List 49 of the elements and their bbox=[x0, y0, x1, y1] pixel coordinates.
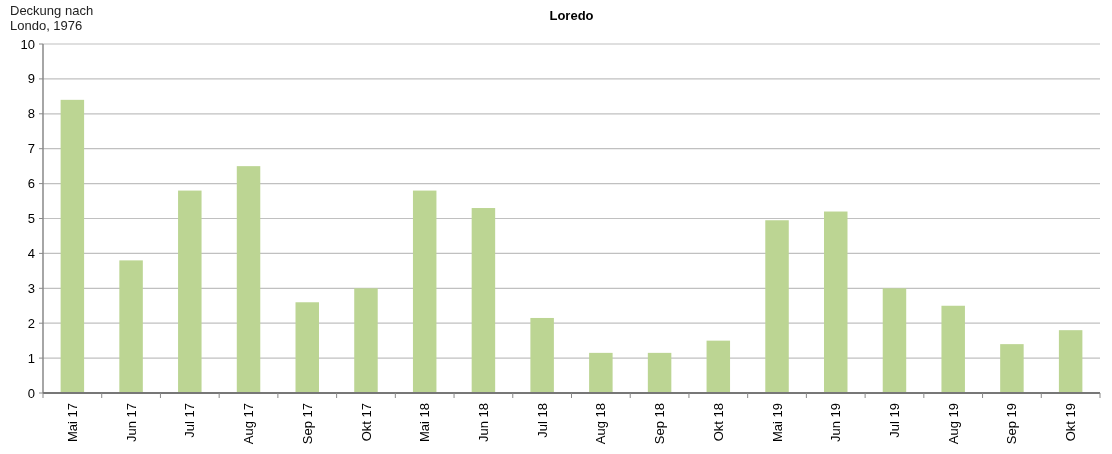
bar bbox=[471, 208, 496, 393]
x-tick-label: Jul 18 bbox=[534, 403, 550, 438]
x-tick-label: Aug 19 bbox=[945, 403, 961, 445]
x-tick-label: Aug 18 bbox=[593, 403, 609, 445]
y-tick-label: 8 bbox=[27, 106, 35, 122]
bar bbox=[706, 340, 731, 393]
bar bbox=[647, 352, 672, 393]
x-tick-label: Sep 19 bbox=[1004, 403, 1020, 445]
y-tick-label: 6 bbox=[27, 176, 35, 192]
bar bbox=[178, 190, 202, 393]
y-tick-label: 2 bbox=[27, 315, 35, 331]
bar bbox=[589, 352, 613, 393]
y-tick-label: 3 bbox=[27, 280, 35, 296]
x-tick-label: Jul 19 bbox=[887, 403, 903, 438]
bar bbox=[1000, 344, 1024, 393]
x-tick-label: Jun 17 bbox=[123, 403, 139, 443]
x-tick-label: Jun 19 bbox=[828, 403, 844, 443]
bar bbox=[941, 305, 965, 393]
bar bbox=[882, 288, 907, 393]
y-tick-label: 0 bbox=[27, 385, 35, 401]
bar bbox=[765, 220, 789, 393]
y-tick-label: 10 bbox=[20, 36, 35, 52]
y-tick-label: 9 bbox=[27, 71, 35, 87]
bar bbox=[354, 288, 378, 393]
x-tick-label: Mai 17 bbox=[64, 403, 80, 443]
y-axis-title: Deckung nach Londo, 1976 bbox=[10, 3, 94, 33]
chart-title: Loredo bbox=[549, 8, 594, 23]
bar bbox=[1058, 330, 1083, 393]
x-tick-label: Jun 18 bbox=[475, 403, 491, 443]
bar bbox=[236, 166, 261, 393]
bar bbox=[60, 99, 85, 393]
bar bbox=[412, 190, 437, 393]
x-tick-label: Mai 18 bbox=[417, 403, 433, 443]
bar bbox=[119, 260, 143, 393]
bar bbox=[530, 317, 554, 393]
y-tick-label: 1 bbox=[27, 350, 35, 366]
x-tick-label: Sep 17 bbox=[299, 403, 315, 445]
x-tick-label: Okt 19 bbox=[1063, 403, 1079, 442]
y-tick-label: 7 bbox=[27, 141, 35, 157]
x-tick-label: Aug 17 bbox=[241, 403, 257, 445]
y-tick-label: 5 bbox=[27, 211, 35, 227]
x-tick-label: Sep 18 bbox=[652, 403, 668, 445]
x-tick-label: Okt 18 bbox=[710, 403, 726, 442]
bar bbox=[824, 211, 848, 393]
bar bbox=[295, 302, 319, 393]
y-tick-label: 4 bbox=[27, 245, 35, 261]
x-tick-label: Jul 17 bbox=[182, 403, 198, 438]
x-tick-label: Okt 17 bbox=[358, 403, 374, 442]
x-tick-label: Mai 19 bbox=[769, 403, 785, 443]
